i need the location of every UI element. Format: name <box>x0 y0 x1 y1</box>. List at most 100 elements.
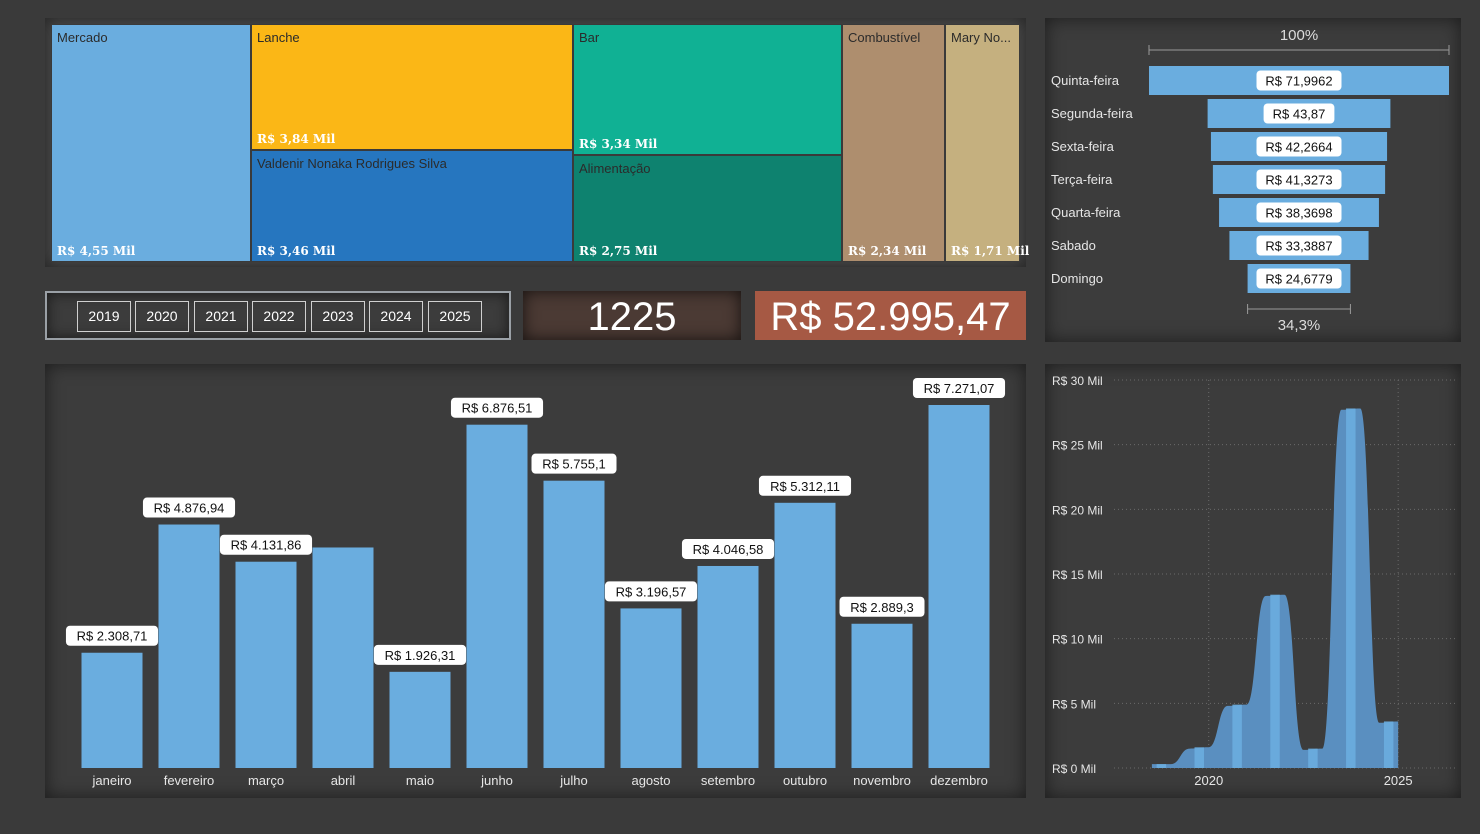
data-label-dezembro-bg <box>912 378 1006 398</box>
year-button-2019[interactable]: 2019 <box>77 301 131 332</box>
x-tick-2025: 2025 <box>1384 773 1413 788</box>
total-amount-card: R$ 52.995,47 <box>755 291 1026 340</box>
funnel-label-Quinta-feira: R$ 71,9962 <box>1265 74 1332 89</box>
x-tick-agosto: agosto <box>631 773 670 788</box>
bar-abril <box>312 547 374 768</box>
treemap-tile-mary[interactable]: Mary No... R$ 1,71 Mil <box>945 24 1029 262</box>
x-tick-fevereiro: fevereiro <box>164 773 215 788</box>
y-tick-6: R$ 30 Mil <box>1052 374 1103 388</box>
tile-label: Combustível <box>848 30 921 45</box>
monthly-bar-chart: janeiro R$ 2.308,71 fevereiro R$ 4.876,94 ma… <box>45 364 1026 798</box>
bar-outubro <box>774 502 836 768</box>
data-label-novembro: R$ 2.889,3 <box>850 600 914 615</box>
area-year-band <box>1270 594 1280 768</box>
year-button-2021[interactable]: 2021 <box>194 301 248 332</box>
year-button-2023[interactable]: 2023 <box>311 301 365 332</box>
x-tick-janeiro: janeiro <box>91 773 131 788</box>
funnel-label-Segunda-feira-bg <box>1263 103 1335 124</box>
data-label-janeiro: R$ 2.308,71 <box>77 629 148 644</box>
weekday-funnel-chart: 100% Quinta-feira R$ 71,9962 Segunda-feira R… <box>1045 18 1461 342</box>
tile-label: Alimentação <box>579 161 651 176</box>
treemap-tile-bar[interactable]: Bar R$ 3,34 Mil <box>573 24 842 155</box>
data-label-fevereiro-bg <box>142 497 236 518</box>
area-fill <box>1151 408 1399 768</box>
treemap-tile-lanche[interactable]: Lanche R$ 3,84 Mil <box>251 24 573 150</box>
funnel-category-Domingo: Domingo <box>1051 271 1103 286</box>
year-button-2024[interactable]: 2024 <box>369 301 423 332</box>
year-button-2020[interactable]: 2020 <box>135 301 189 332</box>
data-label-janeiro-bg <box>65 625 159 646</box>
funnel-label-Quarta-feira: R$ 38,3698 <box>1265 206 1332 221</box>
treemap-tile-combustivel[interactable]: Combustível R$ 2,34 Mil <box>842 24 945 262</box>
data-label-agosto: R$ 3.196,57 <box>616 584 687 599</box>
bar-novembro <box>851 623 913 768</box>
funnel-label-Segunda-feira: R$ 43,87 <box>1273 107 1326 122</box>
treemap-tile-alimentacao[interactable]: Alimentação R$ 2,75 Mil <box>573 155 842 262</box>
y-tick-0: R$ 0 Mil <box>1052 762 1096 776</box>
category-treemap: Mercado R$ 4,55 Mil Lanche R$ 3,84 Mil V… <box>45 18 1029 267</box>
x-tick-julho: julho <box>559 773 587 788</box>
bar-março <box>235 561 297 768</box>
bar-maio <box>389 671 451 768</box>
bar-setembro <box>697 565 759 768</box>
area-year-band <box>1156 764 1167 768</box>
funnel-svg: 100% Quinta-feira R$ 71,9962 Segunda-feira R… <box>1051 27 1450 334</box>
x-tick-junho: junho <box>480 773 513 788</box>
bar-junho <box>466 424 528 768</box>
data-label-agosto-bg <box>604 581 698 602</box>
data-label-fevereiro: R$ 4.876,94 <box>154 501 225 516</box>
data-label-maio: R$ 1.926,31 <box>385 648 456 663</box>
funnel-label-Domingo: R$ 24,6779 <box>1265 272 1332 287</box>
tile-value: R$ 3,84 Mil <box>257 132 336 146</box>
year-button-2022[interactable]: 2022 <box>252 301 306 332</box>
funnel-label-Quinta-feira-bg <box>1256 70 1342 91</box>
data-label-outubro: R$ 5.312,11 <box>770 479 840 494</box>
tile-label: Bar <box>579 30 600 45</box>
funnel-label-Sabado-bg <box>1256 235 1342 256</box>
x-tick-outubro: outubro <box>783 773 827 788</box>
bar-dezembro <box>928 405 990 768</box>
treemap-tile-valdenir[interactable]: Valdenir Nonaka Rodrigues Silva R$ 3,46 … <box>251 150 573 262</box>
tile-value: R$ 4,55 Mil <box>57 244 136 258</box>
funnel-label-Terça-feira: R$ 41,3273 <box>1265 173 1332 188</box>
bar-julho <box>543 480 605 768</box>
treemap-tile-mercado[interactable]: Mercado R$ 4,55 Mil <box>51 24 251 262</box>
x-tick-maio: maio <box>406 773 434 788</box>
data-label-março-bg <box>219 534 313 555</box>
bar-fevereiro <box>158 524 220 768</box>
data-label-julho-bg <box>531 453 617 474</box>
area-chart-svg: R$ 0 Mil R$ 5 Mil R$ 10 Mil R$ 15 Mil R$ 20 … <box>1052 374 1455 788</box>
funnel-label-Quarta-feira-bg <box>1256 202 1342 223</box>
y-tick-5: R$ 25 Mil <box>1052 439 1103 453</box>
tile-label: Mary No... <box>951 30 1011 45</box>
data-label-outubro-bg <box>758 475 852 496</box>
data-label-março: R$ 4.131,86 <box>231 538 302 553</box>
data-label-maio-bg <box>373 644 467 665</box>
x-tick-abril: abril <box>331 773 356 788</box>
x-tick-março: março <box>248 773 284 788</box>
yearly-area-chart: R$ 0 Mil R$ 5 Mil R$ 10 Mil R$ 15 Mil R$ 20 … <box>1045 364 1461 798</box>
tile-label: Valdenir Nonaka Rodrigues Silva <box>257 156 447 171</box>
tile-value: R$ 3,34 Mil <box>579 137 658 151</box>
x-tick-2020: 2020 <box>1194 773 1223 788</box>
area-year-band <box>1194 747 1204 768</box>
funnel-label-Domingo-bg <box>1256 268 1342 289</box>
funnel-category-Sabado: Sabado <box>1051 238 1096 253</box>
funnel-bottom-percent: 34,3% <box>1278 317 1321 334</box>
funnel-label-Sexta-feira-bg <box>1256 136 1342 157</box>
funnel-category-Terça-feira: Terça-feira <box>1051 172 1113 187</box>
tile-value: R$ 2,75 Mil <box>579 244 658 258</box>
funnel-category-Quarta-feira: Quarta-feira <box>1051 205 1121 220</box>
funnel-label-Terça-feira-bg <box>1256 169 1342 190</box>
year-button-2025[interactable]: 2025 <box>428 301 482 332</box>
tile-label: Mercado <box>57 30 108 45</box>
data-label-julho: R$ 5.755,1 <box>542 457 606 472</box>
x-tick-setembro: setembro <box>701 773 755 788</box>
area-year-band <box>1383 721 1394 768</box>
funnel-category-Quinta-feira: Quinta-feira <box>1051 73 1120 88</box>
x-tick-novembro: novembro <box>853 773 911 788</box>
data-label-novembro-bg <box>839 596 925 617</box>
area-year-band <box>1308 748 1318 768</box>
x-tick-dezembro: dezembro <box>930 773 988 788</box>
data-label-setembro: R$ 4.046,58 <box>693 542 764 557</box>
